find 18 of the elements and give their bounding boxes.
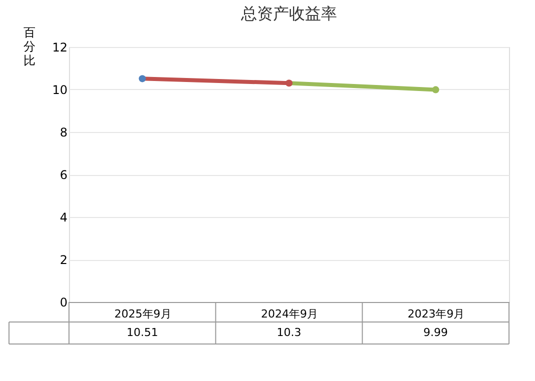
y-axis-title: 百分比 (24, 26, 36, 68)
data-label: 10.51 (126, 326, 158, 339)
y-tick-label: 4 (60, 210, 68, 224)
point (285, 80, 293, 87)
y-tick-label: 8 (60, 126, 68, 140)
x-tick-label: 2024年9月 (261, 308, 318, 320)
point (138, 75, 146, 82)
data-label: 10.3 (276, 326, 302, 339)
point (432, 86, 440, 94)
y-tick-label: 2 (60, 253, 68, 267)
data-label: 9.99 (423, 326, 448, 339)
y-tick-label: 10 (52, 83, 68, 97)
x-tick-label: 2023年9月 (408, 308, 465, 320)
y-tick-label: 6 (60, 168, 68, 182)
y-tick-label: 0 (60, 296, 68, 310)
chart-title: 总资产收益率 (240, 4, 337, 23)
y-tick-label: 12 (52, 40, 68, 54)
x-tick-label: 2025年9月 (114, 308, 172, 320)
